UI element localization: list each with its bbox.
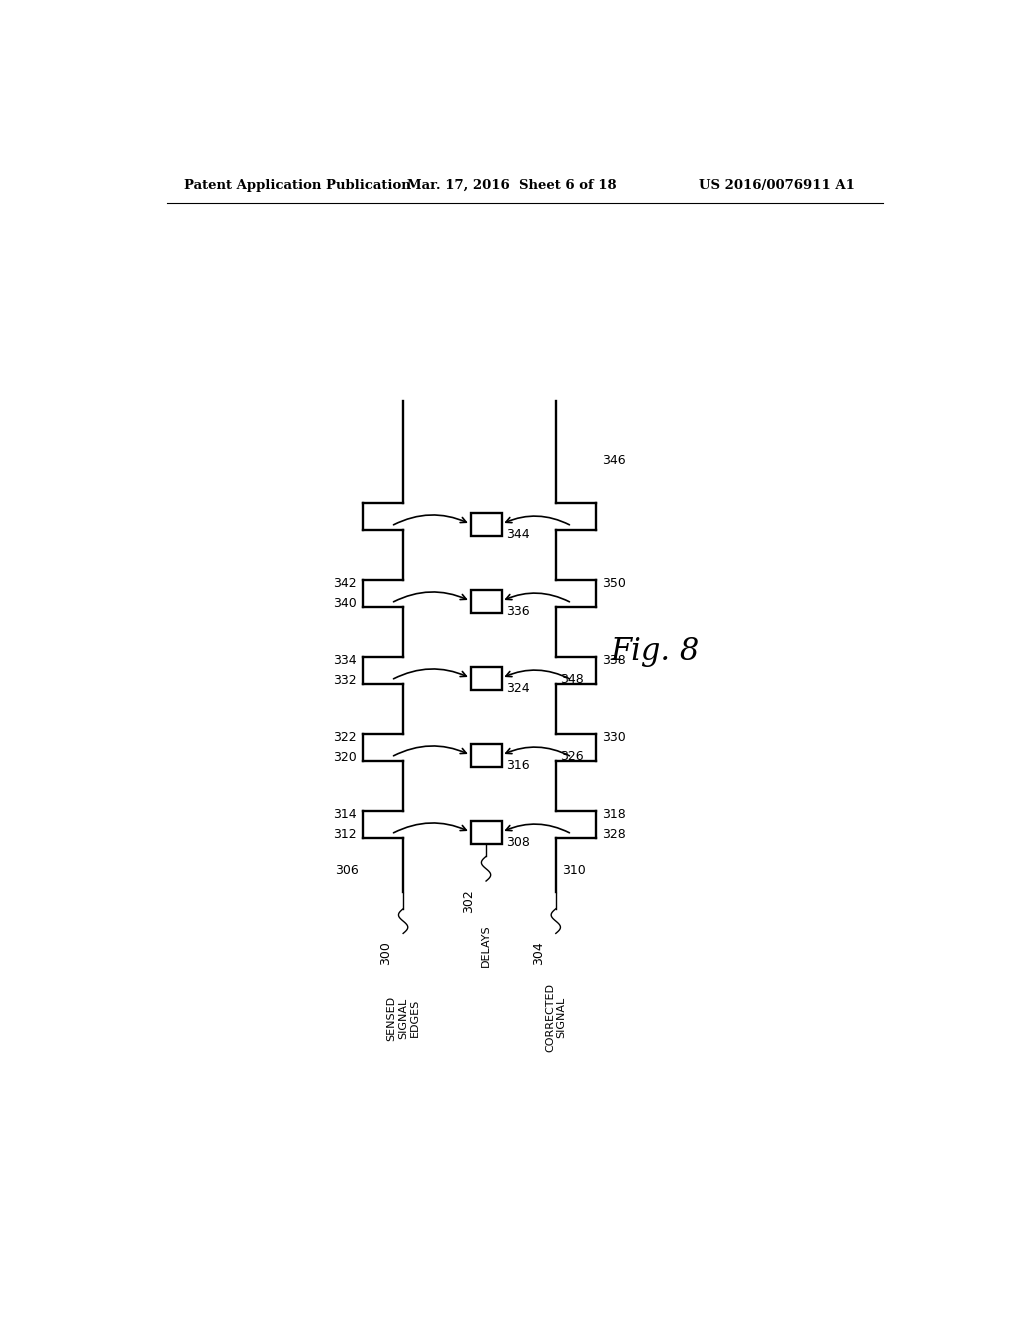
Bar xyxy=(471,512,502,536)
Bar xyxy=(471,590,502,612)
Text: 328: 328 xyxy=(602,829,626,841)
Text: CORRECTED
SIGNAL: CORRECTED SIGNAL xyxy=(545,982,566,1052)
Text: 320: 320 xyxy=(333,751,356,764)
Text: 348: 348 xyxy=(560,673,584,686)
Text: 334: 334 xyxy=(333,653,356,667)
Bar xyxy=(471,743,502,767)
Text: 350: 350 xyxy=(602,577,626,590)
Text: 336: 336 xyxy=(506,605,529,618)
Text: 342: 342 xyxy=(333,577,356,590)
Text: 308: 308 xyxy=(506,836,530,849)
Text: 302: 302 xyxy=(463,890,475,913)
Text: 310: 310 xyxy=(562,863,586,876)
Text: 340: 340 xyxy=(333,598,356,610)
Text: 312: 312 xyxy=(333,829,356,841)
Text: 346: 346 xyxy=(602,454,626,467)
Text: Patent Application Publication: Patent Application Publication xyxy=(183,178,411,191)
Text: 330: 330 xyxy=(602,730,626,743)
Text: 316: 316 xyxy=(506,759,529,772)
Text: Fig. 8: Fig. 8 xyxy=(610,636,699,667)
Text: 304: 304 xyxy=(532,941,545,965)
Text: 318: 318 xyxy=(602,808,626,821)
Text: US 2016/0076911 A1: US 2016/0076911 A1 xyxy=(699,178,855,191)
Text: 300: 300 xyxy=(380,941,392,965)
Text: DELAYS: DELAYS xyxy=(481,924,492,966)
Bar xyxy=(471,667,502,689)
Text: Mar. 17, 2016  Sheet 6 of 18: Mar. 17, 2016 Sheet 6 of 18 xyxy=(407,178,616,191)
Text: 338: 338 xyxy=(602,653,626,667)
Text: 332: 332 xyxy=(333,675,356,688)
Text: SENSED
SIGNAL
EDGES: SENSED SIGNAL EDGES xyxy=(386,995,420,1041)
Text: 326: 326 xyxy=(560,750,584,763)
Text: 322: 322 xyxy=(333,730,356,743)
Text: 324: 324 xyxy=(506,681,529,694)
Bar xyxy=(471,821,502,843)
Text: 306: 306 xyxy=(335,863,359,876)
Text: 344: 344 xyxy=(506,528,529,541)
Text: 314: 314 xyxy=(333,808,356,821)
